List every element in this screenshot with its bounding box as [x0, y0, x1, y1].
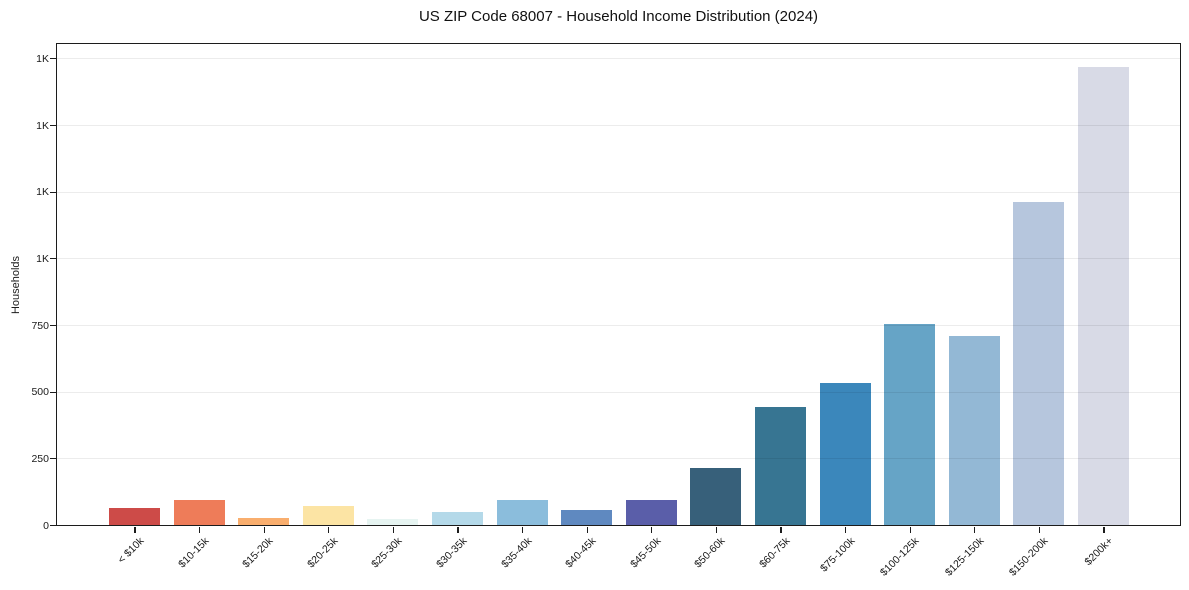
plot-area: [56, 43, 1181, 526]
bar-100125k: [884, 323, 936, 525]
bar-4045k: [561, 510, 613, 525]
x-tick-mark: [263, 527, 265, 533]
bar-3035k: [432, 512, 483, 525]
x-tick-mark: [845, 527, 847, 533]
y-tick-label: 1K: [36, 252, 49, 265]
bar-4550k: [625, 499, 677, 525]
y-tick-label: 1K: [36, 186, 49, 199]
bar-75100k: [819, 382, 871, 525]
gridline: [57, 58, 1180, 60]
gridline: [57, 258, 1180, 260]
x-tick-mark: [522, 527, 524, 533]
x-tick-mark: [457, 527, 459, 533]
bar-150200k: [1013, 202, 1065, 525]
y-tick-mark: [50, 124, 56, 127]
y-tick-mark: [50, 58, 56, 60]
bar-5060k: [690, 467, 742, 525]
y-tick-label: 1K: [36, 119, 49, 132]
x-tick-mark: [974, 527, 976, 533]
x-tick-mark: [780, 527, 782, 533]
y-tick-label: 750: [31, 319, 49, 332]
gridline: [57, 125, 1180, 127]
y-tick-label: 500: [31, 386, 49, 399]
y-tick-mark: [50, 191, 56, 193]
gridline: [57, 191, 1180, 193]
bar-10k: [109, 508, 160, 525]
y-tick-mark: [50, 391, 56, 393]
chart-title: US ZIP Code 68007 - Household Income Dis…: [418, 8, 819, 25]
bar-1520k: [238, 518, 290, 525]
x-tick-mark: [328, 527, 330, 533]
gridline: [57, 325, 1180, 327]
y-tick-label: 250: [31, 452, 49, 465]
bar-125150k: [948, 335, 1000, 525]
bar-3540k: [496, 499, 548, 525]
y-tick-mark: [50, 524, 56, 527]
y-tick-mark: [50, 324, 56, 327]
x-tick-mark: [586, 527, 588, 533]
bar-6075k: [755, 407, 806, 525]
x-tick-mark: [651, 527, 653, 533]
x-tick-mark: [392, 527, 394, 533]
x-tick-mark: [909, 527, 911, 533]
x-tick-mark: [134, 527, 136, 533]
y-tick-label: 1K: [36, 52, 49, 65]
x-tick-label: < $10k: [115, 534, 147, 566]
bar-200k: [1078, 66, 1129, 525]
x-tick-mark: [1038, 527, 1040, 533]
gridline: [57, 458, 1180, 460]
bar-2530k: [367, 519, 419, 525]
bar-1015k: [173, 500, 225, 525]
y-tick-mark: [50, 258, 56, 260]
x-tick-mark: [199, 527, 201, 533]
x-tick-mark: [1103, 527, 1105, 533]
gridline: [57, 391, 1180, 393]
bar-2025k: [302, 506, 354, 525]
x-tick-mark: [715, 527, 717, 533]
y-tick-mark: [50, 458, 56, 460]
y-tick-label: 0: [43, 519, 49, 532]
